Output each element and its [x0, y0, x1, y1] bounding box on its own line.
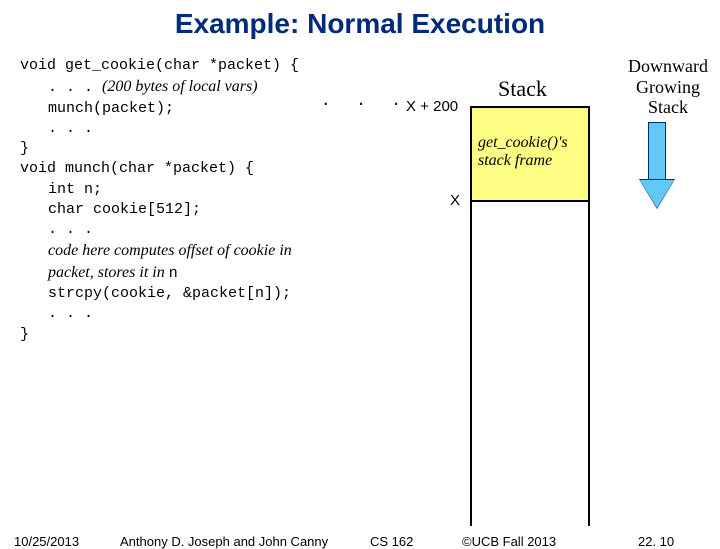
code-line: . . . — [20, 304, 400, 324]
dots-connector: . . . — [321, 92, 409, 110]
slide-title: Example: Normal Execution — [0, 0, 720, 40]
code-line: } — [20, 139, 400, 159]
code-line: . . . — [20, 220, 400, 240]
x-label: X — [450, 192, 460, 209]
code-text: n — [169, 265, 178, 282]
downward-l1: Downward — [618, 56, 718, 77]
downward-l3: Stack — [618, 97, 718, 118]
footer-page: 22. 10 — [638, 534, 674, 549]
code-line: . . . — [20, 119, 400, 139]
code-text: . . . — [48, 79, 102, 96]
code-line: code here computes offset of cookie in — [20, 240, 400, 262]
code-line: packet, stores it in n — [20, 262, 400, 284]
code-line: strcpy(cookie, &packet[n]); — [20, 284, 400, 304]
footer-copyright: ©UCB Fall 2013 — [462, 534, 556, 549]
code-line: } — [20, 325, 400, 345]
downward-arrow-icon — [640, 122, 674, 208]
frame-label-l1: get_cookie()'s — [478, 134, 568, 152]
footer-authors: Anthony D. Joseph and John Canny — [120, 534, 328, 549]
stack-title: Stack — [498, 76, 547, 102]
footer-date: 10/25/2013 — [14, 534, 79, 549]
content-area: void get_cookie(char *packet) { . . . (2… — [0, 56, 720, 506]
code-line: void get_cookie(char *packet) { — [20, 56, 400, 76]
code-line: int n; — [20, 180, 400, 200]
downward-l2: Growing — [618, 77, 718, 98]
code-italic: packet, stores it in — [48, 264, 169, 281]
x-plus-200-label: X + 200 — [406, 98, 458, 115]
frame-label-l2: stack frame — [478, 152, 568, 170]
downward-label: Downward Growing Stack — [618, 56, 718, 118]
code-line: char cookie[512]; — [20, 200, 400, 220]
code-italic: (200 bytes of local vars) — [102, 78, 258, 95]
frame-label: get_cookie()'s stack frame — [478, 134, 568, 171]
footer-course: CS 162 — [370, 534, 413, 549]
code-line: void munch(char *packet) { — [20, 159, 400, 179]
